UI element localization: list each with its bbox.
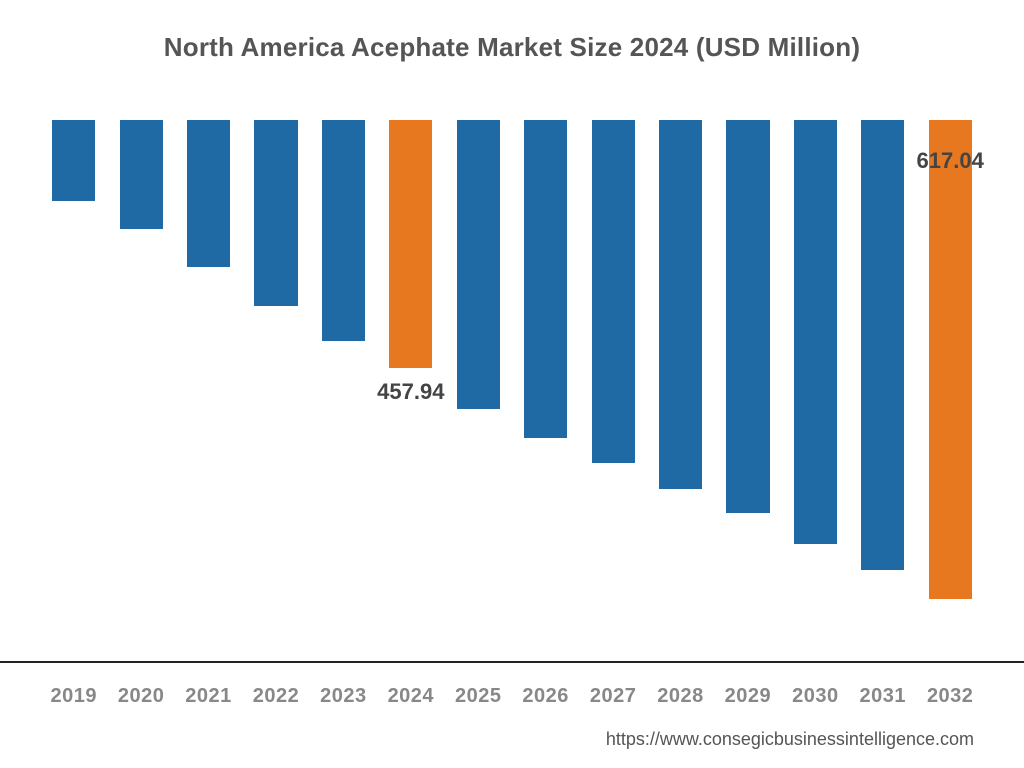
bar (254, 120, 297, 306)
chart-plot-area: 457.94 617.04 (40, 120, 984, 663)
x-axis-tick-label: 2025 (445, 685, 512, 708)
bar (794, 120, 837, 544)
bar (861, 120, 904, 570)
bar-slot (849, 120, 916, 663)
bar-slot (782, 120, 849, 663)
source-url: https://www.consegicbusinessintelligence… (606, 729, 974, 750)
x-axis-tick-label: 2019 (40, 685, 107, 708)
bar (592, 120, 635, 463)
bar (726, 120, 769, 513)
bar (52, 120, 95, 201)
x-axis-line (0, 661, 1024, 663)
bar-slot (310, 120, 377, 663)
bar-slot (175, 120, 242, 663)
bar (457, 120, 500, 409)
bars-container: 457.94 617.04 (40, 120, 984, 663)
bar-slot (512, 120, 579, 663)
x-axis-tick-label: 2022 (242, 685, 309, 708)
x-axis-tick-label: 2021 (175, 685, 242, 708)
bar-value-label: 617.04 (917, 148, 984, 174)
bar (659, 120, 702, 489)
x-axis-labels: 2019202020212022202320242025202620272028… (40, 685, 984, 708)
bar-slot (445, 120, 512, 663)
x-axis-tick-label: 2028 (647, 685, 714, 708)
bar-slot (647, 120, 714, 663)
x-axis-tick-label: 2031 (849, 685, 916, 708)
bar (322, 120, 365, 341)
bar (187, 120, 230, 267)
bar-slot (40, 120, 107, 663)
bar (389, 120, 432, 368)
bar-slot (107, 120, 174, 663)
bar-slot (714, 120, 781, 663)
bar-slot: 457.94 (377, 120, 444, 663)
x-axis-tick-label: 2020 (107, 685, 174, 708)
x-axis-tick-label: 2030 (782, 685, 849, 708)
chart-title: North America Acephate Market Size 2024 … (0, 0, 1024, 63)
bar (929, 120, 972, 599)
x-axis-tick-label: 2032 (916, 685, 983, 708)
x-axis-tick-label: 2024 (377, 685, 444, 708)
bar (120, 120, 163, 229)
bar (524, 120, 567, 438)
x-axis-tick-label: 2029 (714, 685, 781, 708)
x-axis-tick-label: 2027 (579, 685, 646, 708)
bar-slot (242, 120, 309, 663)
bar-slot (579, 120, 646, 663)
bar-slot: 617.04 (916, 120, 983, 663)
x-axis-tick-label: 2026 (512, 685, 579, 708)
x-axis-tick-label: 2023 (310, 685, 377, 708)
bar-value-label: 457.94 (377, 379, 444, 405)
